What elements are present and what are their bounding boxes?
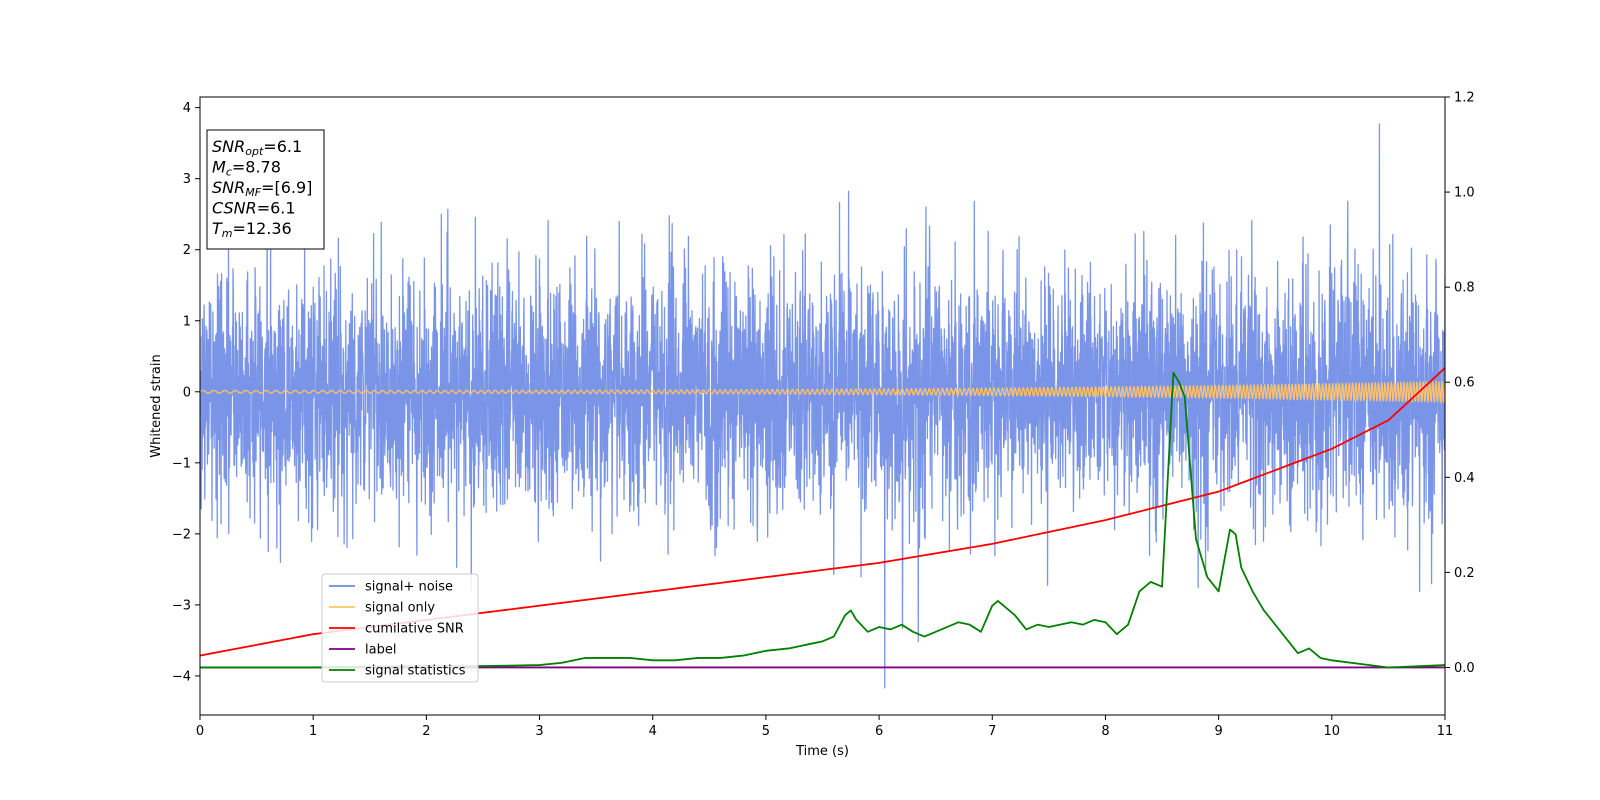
y-left-tick-label-3: −1 [172,456,191,471]
info-line-2-base: SNR [212,178,245,197]
x-tick-label-5: 5 [762,724,770,739]
legend-box [321,573,479,683]
info-line-0: SNRopt=6.1 [212,137,302,158]
y-right-tick-label-6: 1.2 [1454,91,1475,106]
legend-label-0: signal+ noise [365,580,453,595]
x-tick-label-9: 9 [1214,724,1222,739]
x-axis-label: Time (s) [795,744,849,759]
x-tick-label-1: 1 [309,724,317,739]
y-right-tick-label-1: 0.2 [1454,566,1475,581]
x-tick-label-10: 10 [1324,724,1341,739]
axes: 0 1 2 3 4 5 6 7 8 9 10 11 −4 −3 −2 −1 0 1 2 3 4 0.0 0.2 0.4 0.6 0… [172,91,1475,740]
y-right-tick-label-4: 0.8 [1454,281,1475,296]
legend-label-3: label [365,643,396,658]
info-line-4-value: =12.36 [233,219,292,238]
info-line-2: SNRMF=[6.9] [212,178,312,199]
x-tick-label-6: 6 [875,724,883,739]
info-line-3: CSNR=6.1 [212,199,296,218]
info-line-0-base: SNR [212,137,245,156]
x-tick-label-7: 7 [988,724,996,739]
y-left-tick-label-8: 4 [183,101,191,116]
info-line-3-value: =6.1 [257,199,296,218]
y-right-tick-label-0: 0.0 [1454,661,1475,676]
info-line-1-subscript: c [226,166,232,179]
info-box-frame [206,129,325,250]
y-left-tick-label-5: 1 [183,314,191,329]
info-line-3-base: CSNR [212,199,257,218]
y-right-tick-label-5: 1.0 [1454,186,1475,201]
info-line-4: Tm=12.36 [212,219,292,240]
legend-label-4: signal statistics [365,664,466,679]
legend: signal+ noise signal only cumilative SNR la… [321,573,479,683]
y-left-tick-label-4: 0 [183,385,191,400]
legend-label-1: signal only [365,601,435,616]
y-left-tick-label-1: −3 [172,598,191,613]
x-tick-label-2: 2 [422,724,430,739]
y-right-tick-label-3: 0.6 [1454,376,1475,391]
y-left-tick-label-7: 3 [183,172,191,187]
info-line-4-subscript: m [222,227,233,240]
info-line-1-value: =8.78 [232,158,281,177]
axes-frame [199,96,1446,716]
y-axis-label: Whitened strain [149,354,164,457]
x-tick-label-8: 8 [1101,724,1109,739]
info-line-4-base: T [212,219,223,238]
y-left-tick-label-6: 2 [183,243,191,258]
series-line-1 [200,380,1445,403]
series-line-4 [200,371,1445,669]
info-line-0-value: =6.1 [263,137,302,156]
info-line-0-subscript: opt [245,145,264,158]
y-left-tick-label-2: −2 [172,527,191,542]
info-line-2-value: =[6.9] [261,178,312,197]
y-left-tick-label-0: −4 [172,669,191,684]
x-tick-label-4: 4 [649,724,657,739]
info-line-1: Mc=8.78 [212,158,281,179]
x-tick-label-0: 0 [196,724,204,739]
legend-label-2: cumilative SNR [365,622,464,637]
series-line-0 [200,123,1445,689]
info-box: SNRopt=6.1Mc=8.78SNRMF=[6.9]CSNR=6.1Tm=1… [206,129,325,250]
info-line-2-subscript: MF [245,186,261,199]
y-right-tick-label-2: 0.4 [1454,471,1475,486]
x-tick-label-3: 3 [535,724,543,739]
x-tick-label-11: 11 [1437,724,1454,739]
info-line-1-base: M [212,158,226,177]
